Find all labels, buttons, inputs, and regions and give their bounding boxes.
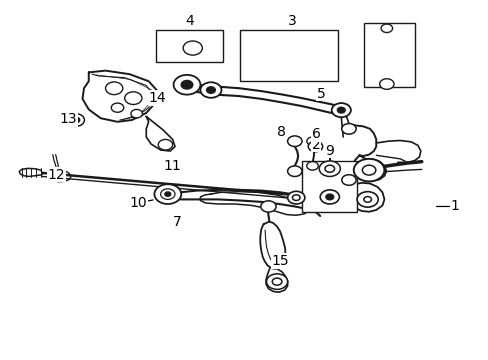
- Circle shape: [287, 136, 302, 147]
- Circle shape: [158, 139, 172, 150]
- Text: 13: 13: [59, 112, 77, 126]
- Circle shape: [307, 141, 322, 152]
- Circle shape: [206, 87, 215, 93]
- Circle shape: [67, 114, 84, 126]
- Text: 7: 7: [173, 215, 182, 229]
- Circle shape: [164, 192, 170, 196]
- Circle shape: [356, 192, 377, 207]
- Text: 5: 5: [316, 86, 325, 100]
- Circle shape: [353, 159, 384, 181]
- Circle shape: [341, 175, 355, 185]
- Text: 9: 9: [325, 144, 334, 158]
- Circle shape: [124, 92, 142, 104]
- Circle shape: [131, 109, 142, 118]
- Circle shape: [173, 75, 200, 95]
- Circle shape: [362, 165, 375, 175]
- Circle shape: [260, 201, 276, 212]
- Circle shape: [266, 274, 287, 289]
- Circle shape: [72, 117, 80, 123]
- Circle shape: [325, 194, 333, 200]
- Text: 15: 15: [271, 254, 289, 268]
- Circle shape: [183, 41, 202, 55]
- Circle shape: [111, 103, 123, 112]
- Bar: [302, 161, 356, 212]
- Text: 6: 6: [311, 127, 320, 141]
- Circle shape: [325, 165, 334, 172]
- Circle shape: [331, 103, 350, 117]
- Circle shape: [181, 81, 192, 89]
- Circle shape: [272, 278, 281, 285]
- Text: 11: 11: [163, 159, 181, 173]
- Circle shape: [379, 79, 393, 89]
- Circle shape: [154, 184, 181, 204]
- Circle shape: [341, 123, 355, 134]
- Circle shape: [292, 195, 300, 201]
- Circle shape: [200, 82, 221, 98]
- Bar: [156, 30, 223, 62]
- Circle shape: [319, 161, 340, 176]
- Circle shape: [105, 82, 122, 95]
- Circle shape: [160, 189, 175, 199]
- Text: 14: 14: [148, 91, 166, 105]
- Circle shape: [306, 162, 318, 170]
- Circle shape: [287, 191, 304, 204]
- Circle shape: [337, 107, 345, 113]
- Bar: [364, 23, 414, 86]
- Text: 3: 3: [287, 14, 296, 27]
- Text: 10: 10: [129, 196, 146, 210]
- Circle shape: [320, 190, 339, 204]
- Circle shape: [363, 197, 371, 202]
- Circle shape: [287, 166, 302, 176]
- Bar: [239, 30, 337, 81]
- Text: 2: 2: [311, 138, 320, 152]
- Text: 12: 12: [48, 168, 65, 182]
- Circle shape: [380, 24, 392, 32]
- Circle shape: [306, 137, 318, 145]
- Text: 4: 4: [184, 14, 193, 27]
- Text: 8: 8: [277, 125, 286, 139]
- Text: 1: 1: [450, 199, 459, 213]
